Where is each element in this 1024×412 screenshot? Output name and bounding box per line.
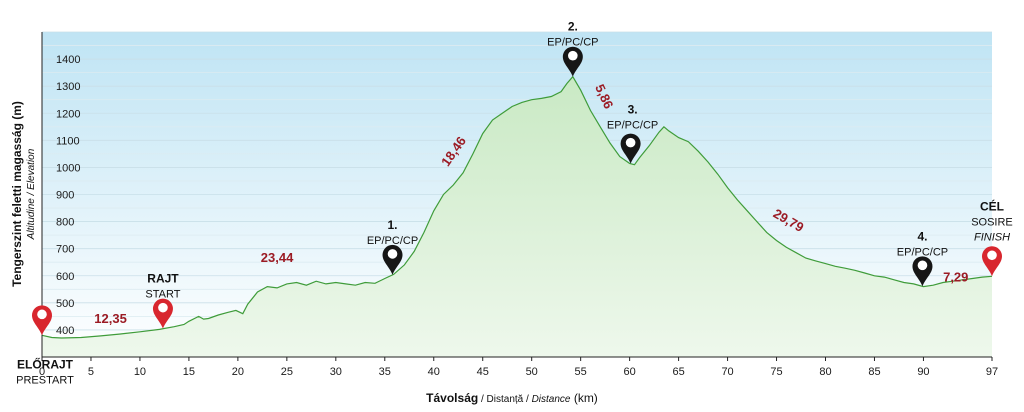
checkpoint-marker: 1. EP/PC/CP [367,218,418,275]
checkpoint-sublabel-italic: FINISH [974,231,1010,243]
x-tick-label: 85 [868,366,880,378]
x-tick-label: 10 [134,366,146,378]
y-tick-label: 900 [56,190,74,202]
checkpoint-marker: ELŐRAJT PRESTART [16,305,74,386]
checkpoint-marker: RAJT START [145,272,181,329]
y-tick-label: 1400 [56,54,80,66]
x-axis-label-sep1: / [478,394,486,405]
x-axis-label-main: Távolság [426,391,478,405]
checkpoint-marker: CÉL SOSIRE FINISH [971,198,1013,277]
checkpoint-sublabel: EP/PC/CP [367,235,418,247]
x-tick-label: 55 [575,366,587,378]
checkpoint-sublabel: EP/PC/CP [547,37,598,49]
checkpoint-sublabel: PRESTART [16,374,74,386]
checkpoint-sublabel: EP/PC/CP [897,246,948,258]
map-pin-hole [625,137,636,148]
y-tick-label: 400 [56,325,74,337]
map-pin-icon [620,133,641,164]
map-pin-icon [912,256,933,287]
x-tick-label: 25 [281,366,293,378]
y-tick-label: 1000 [56,162,80,174]
map-pin-hole [917,260,928,271]
map-pin-icon [562,46,583,77]
y-tick-label: 800 [56,217,74,229]
y-tick-labels: 400 500 600 700 800 900 1000 1100 1200 1300 1400 [56,54,80,337]
elevation-line [41,75,993,339]
x-tick-label: 0 [39,366,45,378]
x-tick-label: 40 [428,366,440,378]
segment-distance-label: 23,44 [261,250,294,265]
checkpoint-sublabel: SOSIRE [971,216,1013,228]
x-tick-label: 15 [183,366,195,378]
checkpoint-number: CÉL [980,198,1004,213]
segment-distance-label: 12,35 [94,311,127,326]
checkpoint-marker: 3. EP/PC/CP [607,103,658,164]
map-pin-icon [982,246,1002,277]
x-axis-label-ro: Distanță [487,394,524,405]
y-tick-label: 600 [56,271,74,283]
checkpoint-sublabel: EP/PC/CP [607,120,658,132]
x-axis-label-sep2: / [523,394,531,405]
checkpoint-marker: 2. EP/PC/CP [547,20,599,77]
checkpoint-number: 2. [568,20,578,34]
checkpoint-number: 4. [917,229,927,243]
map-pin-icon [152,298,173,329]
checkpoint-number: ELŐRAJT [17,356,74,371]
map-pin-hole [987,250,997,261]
x-tick-label: 30 [330,366,342,378]
map-pin-icon [32,305,52,336]
y-tick-label: 1100 [56,135,80,147]
checkpoint-number: 1. [388,218,398,232]
y-tick-label: 500 [56,298,74,310]
x-tick-label: 70 [721,366,733,378]
axes [41,32,993,361]
checkpoint-sublabel: START [145,289,180,301]
segment-distance-label: 7,29 [943,270,968,285]
x-tick-label: 5 [88,366,94,378]
x-tick-label: 90 [917,366,929,378]
map-pin-icon [382,244,403,275]
map-pin-hole [387,249,398,259]
x-tick-label: 80 [819,366,831,378]
x-tick-label: 60 [624,366,636,378]
map-pin-hole [158,302,168,313]
x-axis-label-en: Distance [532,394,571,405]
y-tick-label: 1300 [56,81,80,93]
checkpoint-number: RAJT [147,272,179,286]
x-tick-label: 97 [986,366,998,378]
checkpoint-marker: 4. EP/PC/CP [897,229,948,287]
checkpoint-markers: ELŐRAJT PRESTART RAJT START 1. EP/PC/CP 2. EP/P… [16,20,1013,387]
map-pin-hole [37,309,47,320]
y-axis-sublabel: Altitudine / Elevation [26,148,37,240]
x-tick-label: 75 [770,366,782,378]
x-tick-label: 35 [379,366,391,378]
x-tick-label: 50 [526,366,538,378]
y-axis-label: Tengerszint feletti magasság (m) [10,101,24,287]
x-tick-label: 65 [672,366,684,378]
x-axis-label: Távolság / Distanță / Distance (km) [426,391,598,405]
x-tick-label: 45 [477,366,489,378]
x-tick-label: 20 [232,366,244,378]
x-axis-label-unit: (km) [570,391,597,405]
map-pin-hole [568,50,578,61]
checkpoint-number: 3. [628,103,638,117]
y-tick-label: 700 [56,244,74,256]
y-tick-label: 1200 [56,108,80,120]
x-tick-labels: 0 5 10 15 20 25 30 35 40 45 50 55 60 65 70 75 80 85 90 97 [39,366,998,378]
